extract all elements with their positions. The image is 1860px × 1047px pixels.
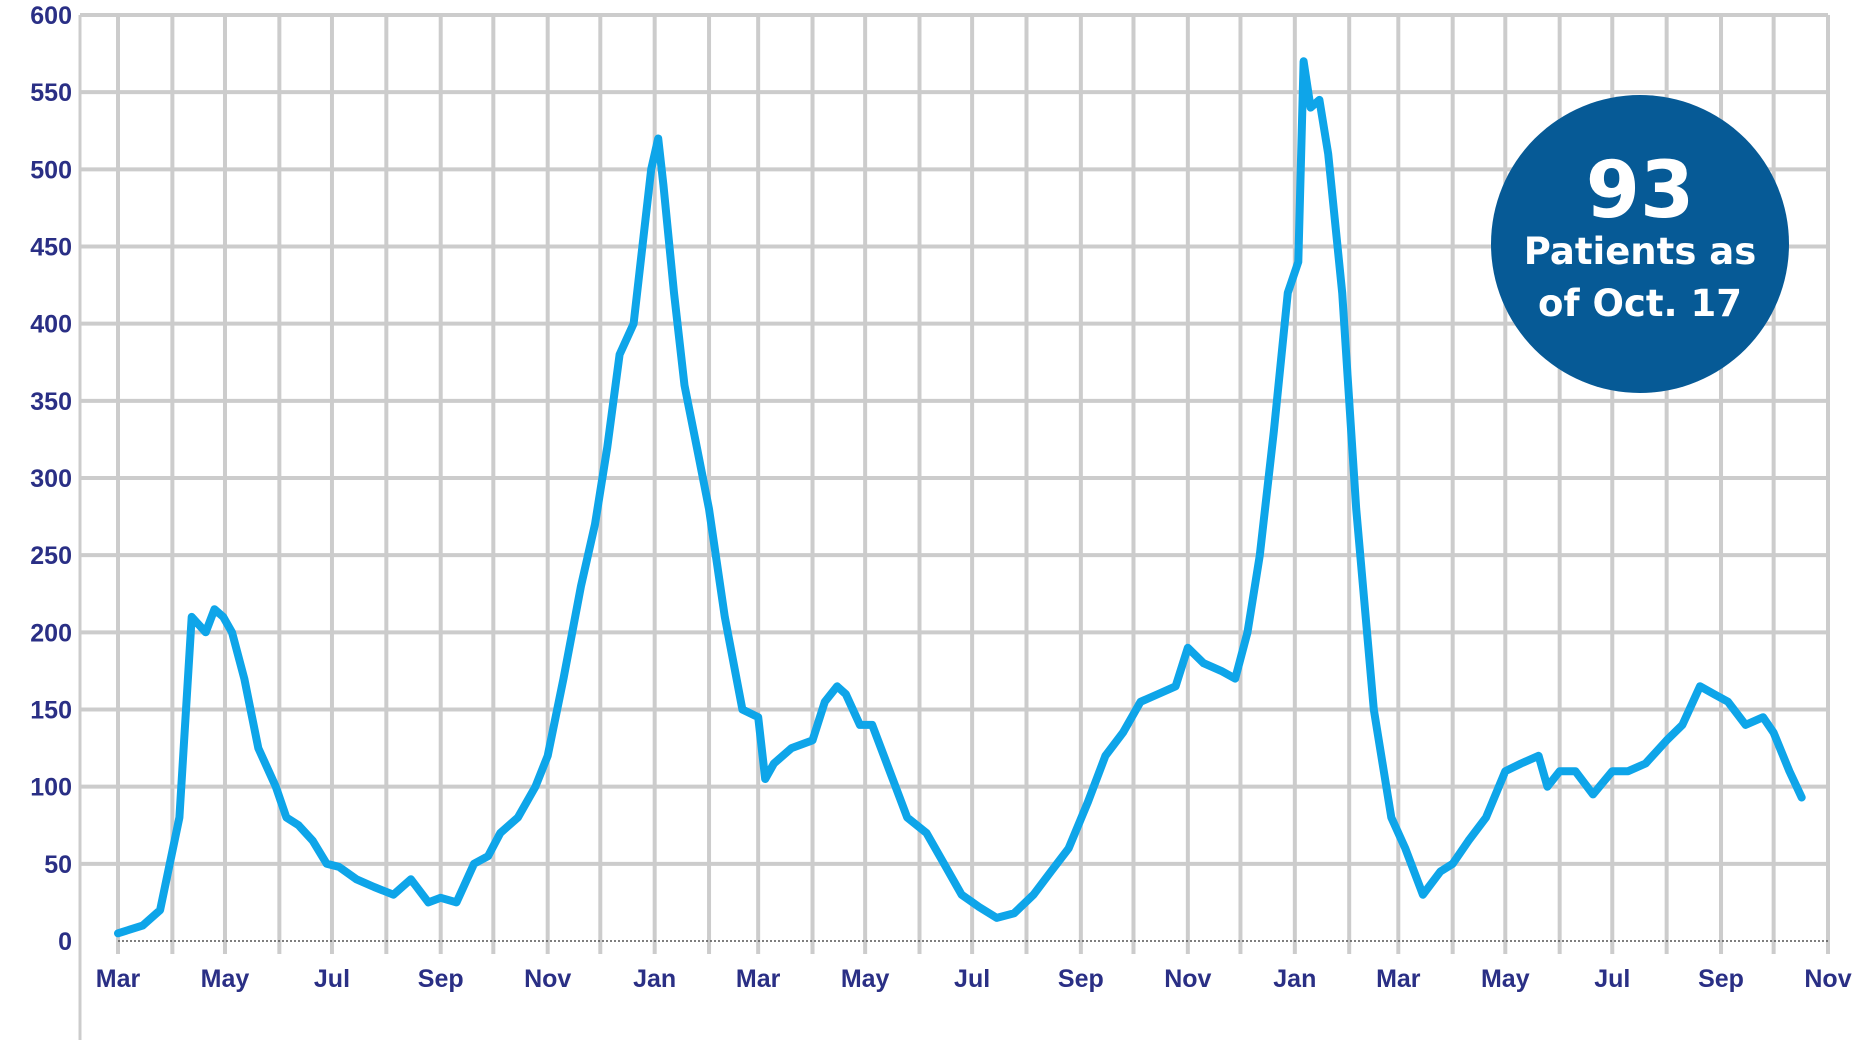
y-tick-label: 0 [58,928,72,956]
x-tick-label: Mar [1376,965,1421,993]
x-tick-label: Nov [524,965,571,993]
x-tick-label: Jul [1594,965,1630,993]
x-tick-label: Jul [314,965,350,993]
x-tick-label: Nov [1804,965,1851,993]
x-tick-label: Jan [1273,965,1316,993]
y-tick-label: 150 [30,697,72,725]
y-tick-label: 250 [30,542,72,570]
y-tick-label: 200 [30,619,72,647]
y-tick-label: 600 [30,2,72,30]
x-tick-label: May [1481,965,1530,993]
x-tick-label: May [201,965,250,993]
series-line [114,57,1806,938]
y-tick-label: 450 [30,234,72,262]
series [114,57,1806,938]
y-tick-label: 350 [30,388,72,416]
x-tick-label: Jan [633,965,676,993]
x-tick-label: Mar [96,965,141,993]
x-tick-label: Mar [736,965,781,993]
x-tick-label: May [841,965,890,993]
x-tick-label: Sep [1058,965,1104,993]
x-tick-label: Nov [1164,965,1211,993]
axes: 0 50 100 150 200 250 300 350 400 450 500 550 600 Mar M… [30,2,1851,993]
y-tick-label: 500 [30,156,72,184]
y-tick-label: 50 [44,851,72,879]
x-tick-label: Sep [418,965,464,993]
badge-line2: of Oct. 17 [1538,282,1742,325]
y-tick-label: 100 [30,774,72,802]
annotation-badge: 93 Patients as of Oct. 17 [1491,95,1789,393]
y-tick-label: 400 [30,311,72,339]
badge-line1: Patients as [1524,230,1756,273]
x-tick-label: Jul [954,965,990,993]
badge-circle [1491,95,1789,393]
y-tick-label: 300 [30,465,72,493]
badge-number: 93 [1586,146,1695,236]
grid [78,13,1830,1040]
y-tick-label: 550 [30,79,72,107]
x-tick-label: Sep [1698,965,1744,993]
